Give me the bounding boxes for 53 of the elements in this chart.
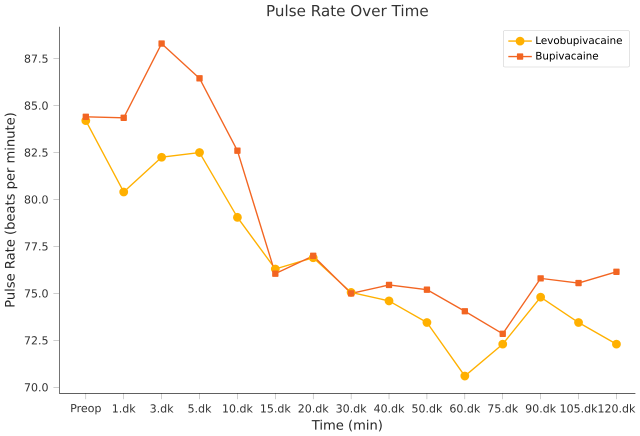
- chart-title: Pulse Rate Over Time: [267, 4, 428, 16]
- point: [575, 280, 582, 286]
- x-tick-label: 5.dk: [188, 404, 212, 413]
- point: [386, 282, 392, 288]
- y-tick-label: 77.5: [24, 242, 48, 251]
- point: [422, 318, 432, 327]
- x-tick-label: 30.dk: [336, 404, 367, 413]
- y-tick-label: 72.5: [24, 336, 48, 345]
- point: [82, 114, 89, 120]
- legend-label: Bupivacaine: [536, 52, 598, 62]
- y-tick-label: 85.0: [24, 101, 48, 110]
- legend-label: Levobupivacaine: [536, 36, 622, 46]
- point: [119, 188, 128, 196]
- x-tick-label: 10.dk: [223, 404, 253, 413]
- x-tick-label: 105.dk: [560, 404, 598, 413]
- y-axis-title: Pulse Rate (beats per minute): [4, 113, 18, 307]
- y-tick-label: 87.5: [24, 54, 48, 63]
- point: [272, 270, 278, 277]
- x-tick-label: 20.dk: [298, 404, 329, 413]
- y-tick-label: 82.5: [24, 148, 48, 157]
- y-tick-label: 75.0: [24, 289, 48, 298]
- point: [612, 340, 621, 349]
- point: [500, 330, 506, 337]
- point: [424, 286, 430, 293]
- point: [310, 252, 316, 260]
- point: [196, 75, 203, 82]
- x-tick-label: 60.dk: [450, 404, 480, 413]
- x-tick-label: 90.dk: [526, 404, 556, 413]
- point: [234, 147, 241, 154]
- point: [120, 114, 127, 121]
- point: [574, 318, 583, 327]
- x-axis-title: Time (min): [312, 420, 382, 432]
- point: [157, 152, 166, 162]
- x-tick-label: 1.dk: [112, 404, 136, 413]
- x-tick-label: 120.dk: [598, 404, 636, 413]
- x-tick-label: 40.dk: [374, 404, 404, 413]
- point: [195, 148, 204, 157]
- point: [460, 372, 470, 380]
- y-tick-label: 80.0: [24, 195, 48, 204]
- x-tick-label: Preop: [71, 404, 101, 414]
- point: [158, 40, 165, 47]
- x-tick-label: 75.dk: [488, 404, 518, 413]
- point: [537, 275, 544, 282]
- point: [613, 268, 620, 275]
- point: [462, 308, 468, 314]
- y-tick-label: 70.0: [24, 383, 48, 392]
- point: [384, 296, 394, 306]
- point: [233, 212, 242, 222]
- point: [536, 292, 546, 302]
- x-tick-label: 50.dk: [412, 404, 442, 413]
- point: [498, 340, 508, 349]
- x-tick-label: 3.dk: [150, 404, 174, 413]
- x-tick-label: 15.dk: [261, 404, 291, 413]
